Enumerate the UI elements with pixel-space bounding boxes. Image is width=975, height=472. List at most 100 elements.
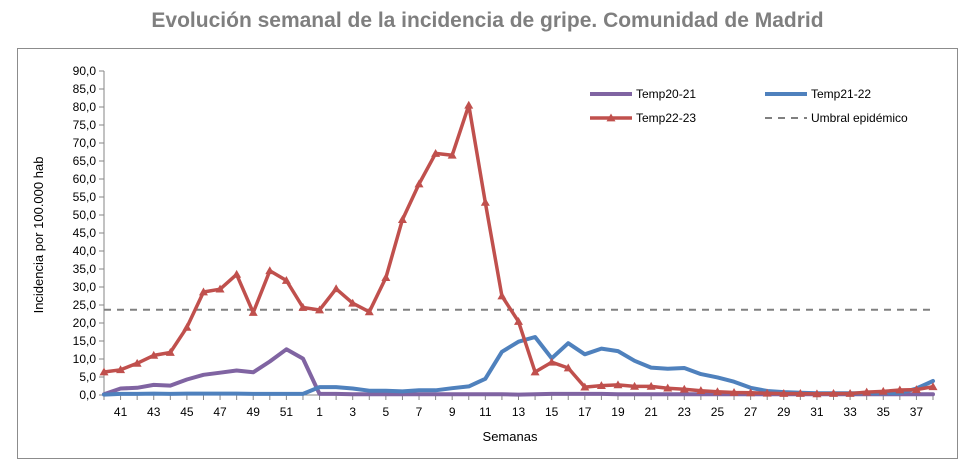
- y-tick-label: 90,0: [73, 64, 97, 78]
- data-point: [845, 389, 855, 397]
- x-tick-label: 35: [877, 405, 891, 419]
- x-tick-label: 5: [383, 405, 390, 419]
- legend-label: Temp20-21: [636, 87, 696, 101]
- data-point: [132, 358, 142, 367]
- data-point: [480, 197, 490, 206]
- data-point: [812, 389, 822, 398]
- data-point: [895, 385, 905, 394]
- data-point: [663, 383, 673, 392]
- data-point: [431, 148, 441, 157]
- data-point: [265, 266, 275, 275]
- x-tick-label: 15: [545, 405, 559, 419]
- data-point: [397, 215, 407, 224]
- y-tick-label: 30,0: [73, 280, 97, 294]
- data-point: [447, 150, 457, 159]
- y-tick-label: 55,0: [73, 190, 97, 204]
- y-tick-label: 50,0: [73, 208, 97, 222]
- data-point: [315, 305, 325, 314]
- x-tick-label: 45: [180, 405, 194, 419]
- x-tick-label: 31: [810, 405, 824, 419]
- y-tick-label: 85,0: [73, 82, 97, 96]
- data-point: [215, 284, 225, 293]
- y-tick-label: 20,0: [73, 316, 97, 330]
- y-tick-label: 80,0: [73, 100, 97, 114]
- data-point: [514, 317, 523, 325]
- x-tick-label: 9: [449, 405, 456, 419]
- x-tick-label: 27: [744, 405, 758, 419]
- data-point: [464, 100, 474, 109]
- data-point: [630, 381, 640, 390]
- data-point: [729, 387, 739, 396]
- legend: Temp20-21 Temp21-22 Temp22-23 Umbral epidém…: [590, 87, 908, 125]
- y-axis-title: Incidencia por 100.000 hab: [31, 157, 46, 314]
- data-point: [414, 179, 424, 188]
- x-tick-label: 37: [910, 405, 924, 419]
- x-tick-label: 29: [777, 405, 791, 419]
- data-point: [248, 308, 258, 316]
- y-tick-label: 65,0: [73, 154, 97, 168]
- y-tick-label: 45,0: [73, 226, 97, 240]
- x-tick-label: 23: [678, 405, 692, 419]
- data-point: [911, 385, 921, 393]
- data-point: [862, 387, 872, 396]
- data-point: [198, 287, 208, 296]
- y-tick-label: 15,0: [73, 334, 97, 348]
- data-point: [878, 386, 888, 395]
- y-tick-label: 75,0: [73, 118, 97, 132]
- series-line-temp22-23: [102, 103, 935, 396]
- data-point: [646, 381, 656, 390]
- series-line-temp21-22: [102, 335, 935, 397]
- legend-label: Umbral epidémico: [811, 111, 908, 125]
- data-point: [563, 363, 573, 372]
- y-tick-label: 70,0: [73, 136, 97, 150]
- x-axis: 41 43 45 47 49 51 1 3 5 7 9 11 13 15 17 19 21 23 25 27 29 31 3…: [103, 394, 934, 419]
- data-point: [613, 380, 623, 389]
- x-tick-label: 19: [611, 405, 625, 419]
- x-tick-label: 49: [247, 405, 261, 419]
- x-tick-label: 21: [644, 405, 658, 419]
- data-point: [829, 389, 839, 397]
- chart-title: Evolución semanal de la incidencia de gr…: [151, 9, 824, 32]
- legend-marker: [606, 113, 616, 122]
- y-axis: 0,0 5,0 10,0 15,0 20,0 25,0 30,0 35,0 40,0 45,0 50…: [73, 64, 105, 402]
- data-point: [746, 388, 756, 397]
- legend-label: Temp22-23: [636, 111, 696, 125]
- data-point: [232, 269, 242, 278]
- x-tick-label: 41: [114, 405, 128, 419]
- series-line-temp20-21: [102, 347, 935, 397]
- data-point: [331, 284, 341, 293]
- x-tick-label: 43: [147, 405, 161, 419]
- chart-frame: [17, 48, 958, 459]
- data-point: [281, 276, 291, 284]
- data-point: [928, 382, 938, 391]
- x-tick-label: 7: [416, 405, 423, 419]
- data-point: [165, 348, 175, 356]
- data-point: [298, 303, 308, 311]
- data-point: [679, 384, 689, 393]
- y-tick-label: 25,0: [73, 298, 97, 312]
- y-tick-label: 60,0: [73, 172, 97, 186]
- y-tick-label: 5,0: [79, 370, 96, 384]
- data-point: [116, 365, 126, 374]
- data-point: [530, 367, 540, 376]
- data-point: [182, 322, 192, 331]
- x-tick-label: 13: [512, 405, 526, 419]
- x-tick-label: 3: [349, 405, 356, 419]
- data-point: [497, 291, 507, 300]
- y-tick-label: 0,0: [79, 388, 96, 402]
- data-point: [795, 389, 805, 397]
- data-point: [580, 382, 590, 391]
- data-point: [381, 273, 391, 282]
- data-point: [696, 386, 706, 395]
- y-tick-label: 35,0: [73, 262, 97, 276]
- y-tick-label: 40,0: [73, 244, 97, 258]
- data-point: [596, 381, 606, 390]
- data-point: [547, 357, 557, 366]
- x-tick-label: 11: [479, 405, 492, 419]
- x-tick-label: 25: [711, 405, 725, 419]
- legend-label: Temp21-22: [811, 87, 871, 101]
- data-point: [364, 307, 374, 316]
- data-point: [712, 387, 722, 396]
- x-tick-label: 17: [578, 405, 592, 419]
